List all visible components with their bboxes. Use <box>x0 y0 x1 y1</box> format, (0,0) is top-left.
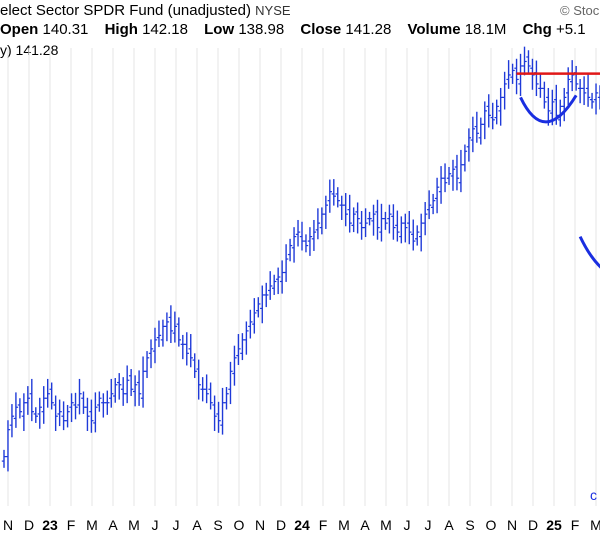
high-value: 142.18 <box>142 21 188 38</box>
volume-label: Volume <box>407 21 461 38</box>
x-tick-label: A <box>192 517 202 533</box>
chart-title: elect Sector SPDR Fund (unadjusted) NYSE <box>0 2 291 19</box>
x-tick-label: M <box>86 517 98 533</box>
down-arc <box>578 235 600 269</box>
cup-arc <box>519 94 578 124</box>
x-tick-label: M <box>590 517 600 533</box>
x-tick-label: 23 <box>42 517 58 533</box>
chg-value: +5.1 <box>555 21 586 38</box>
x-tick-label: D <box>528 517 538 533</box>
x-tick-label: D <box>24 517 34 533</box>
x-tick-label: N <box>255 517 265 533</box>
x-tick-label: M <box>128 517 140 533</box>
x-tick-label: A <box>444 517 454 533</box>
annotations: c <box>516 72 600 503</box>
x-tick-label: S <box>213 517 222 533</box>
x-tick-label: 25 <box>546 517 562 533</box>
x-tick-label: O <box>234 517 245 533</box>
x-tick-label: F <box>319 517 328 533</box>
high-label: High <box>104 21 138 38</box>
close-value: 141.28 <box>345 21 392 38</box>
open-label: Open <box>0 21 39 38</box>
x-tick-label: D <box>276 517 286 533</box>
x-tick-label: F <box>67 517 76 533</box>
x-tick-label: J <box>425 517 432 533</box>
x-axis-ticks: N D 23 F M A M J J A S O N D 24 F M A M J J A S O N D 25 F M <box>3 517 600 533</box>
x-tick-label: J <box>152 517 159 533</box>
grid <box>7 48 597 506</box>
x-tick-label: F <box>571 517 580 533</box>
ohlc-readout: Open 140.31 High 142.18 Low 138.98 Close… <box>0 21 600 39</box>
low-label: Low <box>204 21 235 38</box>
exchange-label: NYSE <box>255 3 291 18</box>
x-tick-label: N <box>507 517 517 533</box>
x-tick-label: S <box>465 517 474 533</box>
x-tick-label: M <box>380 517 392 533</box>
x-tick-label: J <box>173 517 180 533</box>
annotation-mark: c <box>590 487 597 503</box>
close-label: Close <box>300 21 342 38</box>
x-tick-label: N <box>3 517 13 533</box>
price-bars <box>1 46 600 472</box>
x-tick-label: A <box>108 517 118 533</box>
open-value: 140.31 <box>42 21 89 38</box>
x-tick-label: O <box>486 517 497 533</box>
x-tick-label: 24 <box>294 517 310 533</box>
watermark: © Stoc <box>560 3 600 18</box>
chg-label: Chg <box>522 21 552 38</box>
low-value: 138.98 <box>238 21 285 38</box>
x-tick-label: J <box>404 517 411 533</box>
volume-value: 18.1M <box>464 21 507 38</box>
x-tick-label: M <box>338 517 350 533</box>
x-tick-label: A <box>360 517 370 533</box>
